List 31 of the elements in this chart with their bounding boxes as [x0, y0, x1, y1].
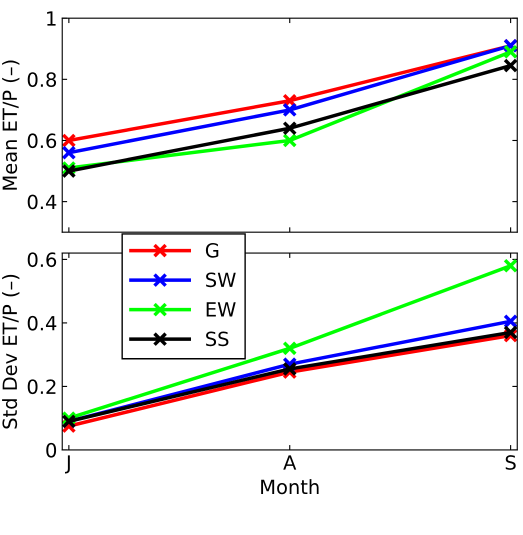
y-axis-title: Mean ET/P (–) — [2, 60, 20, 190]
y-tick-label: 0.4 — [28, 316, 56, 331]
point — [282, 120, 298, 136]
y-axis-title: Std Dev ET/P (–) — [2, 274, 20, 429]
point — [62, 164, 76, 178]
point — [503, 258, 518, 274]
legend-label: G — [206, 242, 218, 258]
point — [503, 314, 518, 329]
y-tick-label: 0.6 — [28, 133, 56, 148]
point — [62, 133, 76, 148]
x-tick-label: A — [283, 455, 296, 470]
x-tick-label: S — [506, 455, 516, 470]
legend-label: SS — [206, 332, 228, 346]
point — [282, 133, 298, 148]
y-tick-label: 0 — [46, 442, 56, 458]
y-tick-label: 0.2 — [28, 379, 56, 394]
point — [282, 102, 298, 118]
point — [62, 145, 76, 160]
point — [503, 325, 518, 340]
x-axis-title: Month — [261, 479, 319, 494]
legend-label: EW — [206, 302, 236, 316]
x-tick-label: J — [64, 455, 70, 474]
legend-label: SW — [206, 272, 236, 288]
y-tick-label: 1 — [47, 11, 56, 26]
point — [282, 341, 298, 356]
y-tick-label: 0.8 — [28, 72, 56, 87]
point — [503, 58, 518, 73]
y-tick-label: 0.4 — [28, 194, 56, 210]
point — [282, 362, 298, 376]
y-tick-label: 0.6 — [28, 252, 56, 268]
point — [503, 44, 518, 60]
